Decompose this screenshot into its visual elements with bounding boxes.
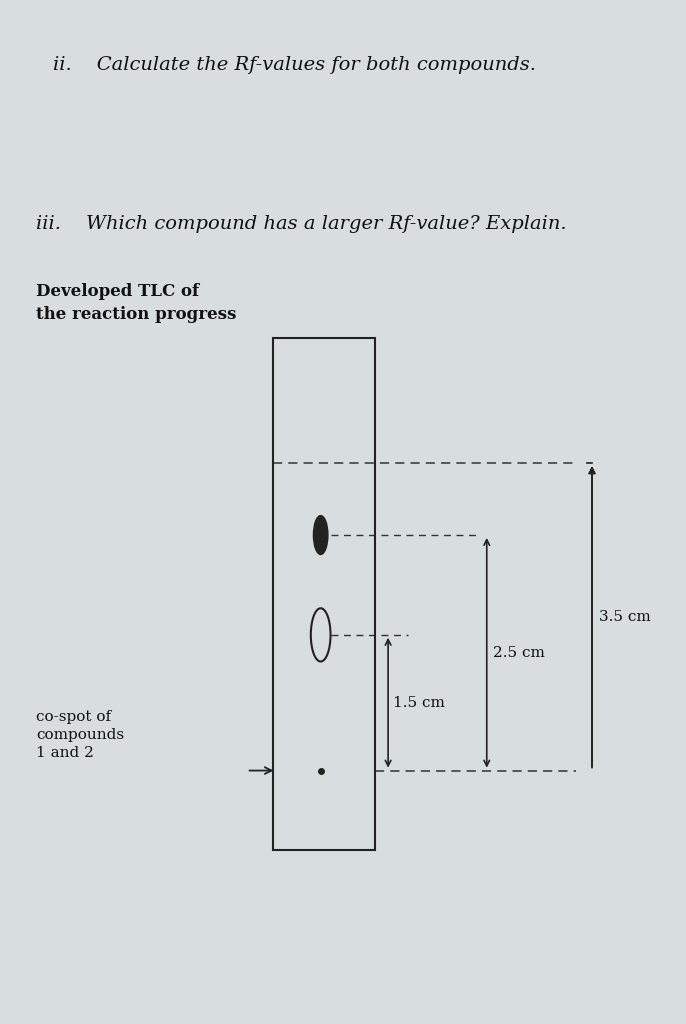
Text: 3.5 cm: 3.5 cm bbox=[599, 610, 650, 624]
Ellipse shape bbox=[314, 515, 328, 555]
Bar bbox=[273, 338, 375, 850]
Text: iii.    Which compound has a larger Rf-value? Explain.: iii. Which compound has a larger Rf-valu… bbox=[36, 215, 567, 233]
Text: ii.    Calculate the Rf-values for both compounds.: ii. Calculate the Rf-values for both com… bbox=[53, 56, 536, 75]
Text: 1.5 cm: 1.5 cm bbox=[393, 695, 445, 710]
Text: co-spot of
compounds
1 and 2: co-spot of compounds 1 and 2 bbox=[36, 710, 124, 760]
Text: Developed TLC of
the reaction progress: Developed TLC of the reaction progress bbox=[36, 284, 237, 323]
Text: 2.5 cm: 2.5 cm bbox=[493, 646, 545, 659]
